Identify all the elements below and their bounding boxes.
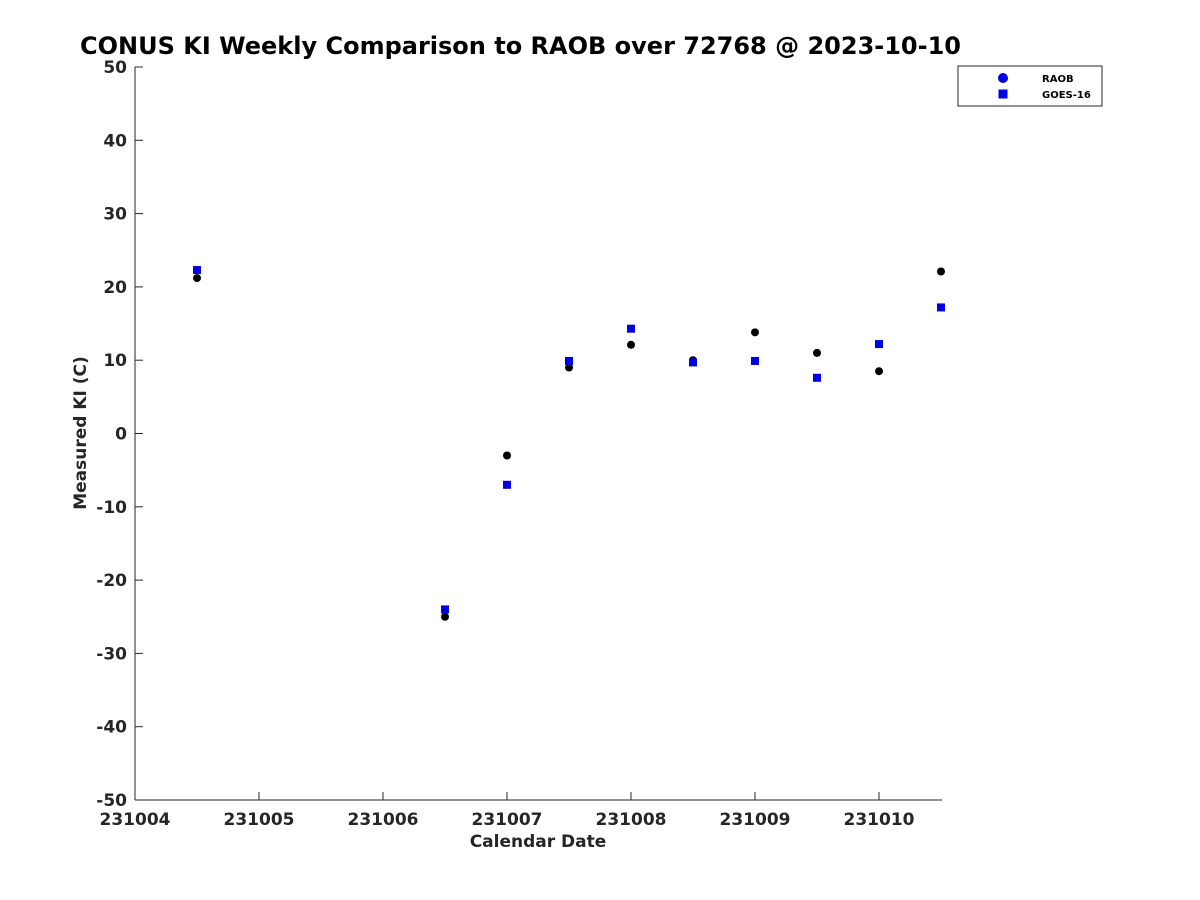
raob-point [813, 348, 821, 357]
legend-raob-marker [998, 73, 1008, 83]
chart-title: CONUS KI Weekly Comparison to RAOB over … [80, 32, 961, 60]
y-tick-label: -50 [96, 791, 127, 811]
y-tick-label: -20 [96, 571, 127, 591]
x-axis-label: Calendar Date [470, 832, 607, 852]
y-tick-label: 20 [103, 278, 127, 298]
y-tick-label: 10 [103, 351, 127, 371]
goes-16-point [441, 605, 449, 614]
goes-16-point [689, 358, 697, 367]
x-tick-label: 231005 [224, 810, 295, 830]
x-tick-label: 231006 [348, 810, 419, 830]
goes-16-point [503, 480, 511, 489]
legend: RAOB GOES-16 [957, 65, 1103, 107]
goes-16-point [565, 356, 573, 365]
legend-raob-label: RAOB [1042, 74, 1074, 85]
goes-16-point [751, 356, 759, 365]
raob-point [875, 367, 883, 376]
x-tick-label: 231004 [100, 810, 171, 830]
x-tick-label: 231009 [720, 810, 791, 830]
x-tick-label: 231007 [472, 810, 543, 830]
goes-16-point [193, 266, 201, 275]
x-tick-label: 231008 [596, 810, 667, 830]
raob-point [565, 363, 573, 372]
data-points [193, 266, 945, 621]
legend-goes-marker [998, 89, 1008, 99]
goes-16-point [627, 324, 635, 333]
y-tick-label: 0 [115, 425, 127, 445]
legend-goes-label: GOES-16 [1042, 90, 1091, 101]
goes-16-point [875, 340, 883, 349]
raob-point [503, 451, 511, 460]
raob-point [193, 274, 201, 283]
plot-area [134, 67, 942, 801]
y-tick-label: -30 [96, 644, 127, 664]
y-axis: 50 40 30 20 10 0 -10 -20 -30 -40 -50 [96, 58, 143, 811]
y-tick-label: 40 [103, 131, 127, 151]
raob-point [937, 267, 945, 276]
y-tick-label: 30 [103, 205, 127, 225]
raob-point [627, 340, 635, 349]
goes-16-point [813, 373, 821, 382]
y-axis-label: Measured KI (C) [71, 356, 91, 510]
legend-box [957, 65, 1103, 107]
y-tick-label: -10 [96, 498, 127, 518]
x-axis: 231004 231005 231006 231007 231008 231009 2310… [100, 792, 915, 830]
y-tick-label: -40 [96, 718, 127, 738]
x-tick-label: 231010 [844, 810, 915, 830]
goes-16-point [937, 303, 945, 312]
raob-point [751, 328, 759, 337]
y-tick-label: 50 [103, 58, 127, 78]
raob-point [441, 612, 449, 621]
